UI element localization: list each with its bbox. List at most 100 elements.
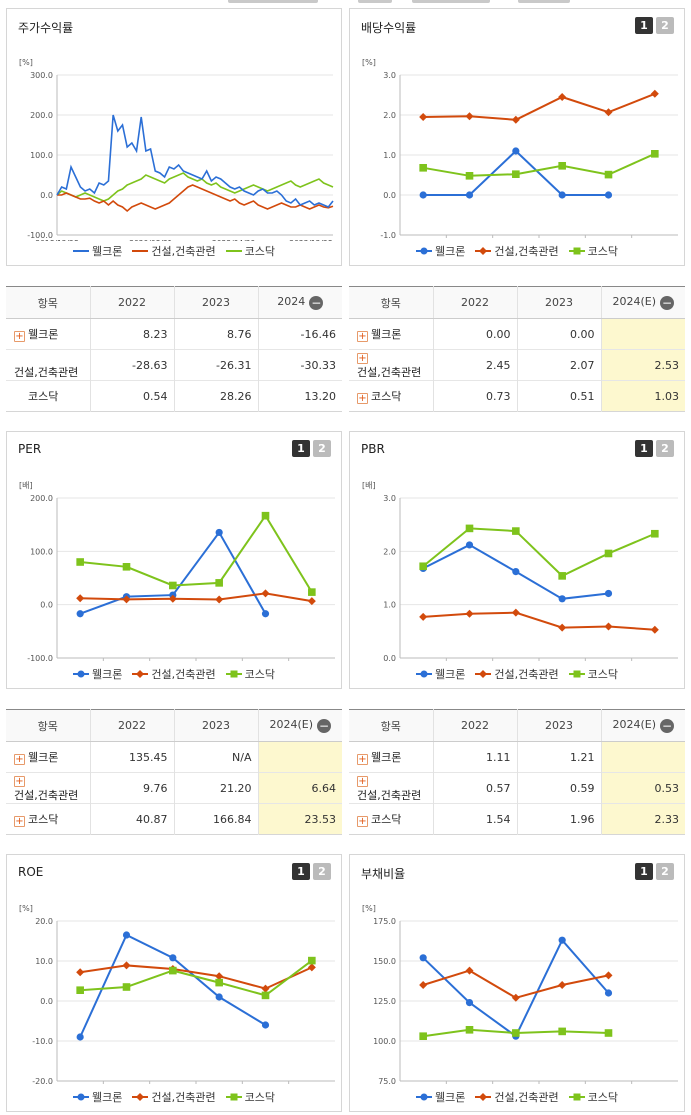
col-header-year: 2024(E) − [257,709,342,742]
col-header-year: 2022 [432,709,517,742]
data-point [604,191,613,199]
expand-icon[interactable]: + [357,331,368,342]
y-tick-label: 175.0 [373,917,396,926]
legend-label: 코스닥 [587,245,618,258]
y-tick-label: 200.0 [30,494,53,503]
table-cell: 1.21 [516,741,601,773]
collapse-icon[interactable]: − [317,719,332,733]
table-cell [257,741,342,773]
data-point [419,191,427,199]
table-cell: N/A [173,741,258,773]
series-line [422,938,610,1038]
collapse-icon[interactable]: − [660,719,675,733]
y-tick-label: -100.0 [27,654,53,663]
expand-icon[interactable]: + [357,353,368,364]
data-point [215,978,223,987]
col-header-year: 2024(E) − [600,709,685,742]
period-button-1[interactable]: 1 [635,440,653,457]
col-header-year: 2023 [516,709,601,742]
data-point [604,1029,613,1037]
pbr-chart: [배]3.02.01.00.0201920202021202220232024(… [362,481,678,663]
stock-return-panel: 주가수익률 [%] 300.0 200.0 100.0 0.0 -100.02018/12… [6,8,342,266]
expand-icon[interactable]: + [357,754,368,765]
table-row: + 코스닥 0.73 0.51 1.03 [349,380,685,412]
y-tick-label: -20.0 [32,1077,53,1086]
y-unit-label: [배] [19,481,33,490]
expand-icon[interactable]: + [357,816,368,827]
legend-label: 건설,건축관련 [494,1091,559,1104]
y-tick-label: 0.0 [40,997,53,1006]
period-button-2[interactable]: 2 [656,440,674,457]
col-header-year: 2023 [173,709,258,742]
table-cell: 135.45 [89,741,174,773]
row-label: + 웰크론 [6,741,90,773]
legend-construction: 건설,건축관련 [475,1089,559,1105]
period-button-1[interactable]: 1 [635,863,653,880]
period-button-2[interactable]: 2 [656,863,674,880]
debt-ratio-chart: [%]175.0150.0125.0100.075.02019202020212… [362,904,678,1086]
series-line [80,964,313,990]
table-row: + 웰크론 135.45 N/A [6,741,342,773]
legend-welkron: 웰크론 [416,1089,465,1105]
period-button-1[interactable]: 1 [292,440,310,457]
top-tab-stub [412,0,490,3]
data-point [419,113,428,121]
data-point [261,610,270,618]
panel-title: PER [18,442,42,456]
col-header-item: 항목 [6,709,90,742]
period-button-1[interactable]: 1 [292,863,310,880]
col-header-item: 항목 [349,286,433,319]
chart-legend: 웰크론 건설,건축관련 코스닥 [350,243,684,259]
period-button-2[interactable]: 2 [656,17,674,34]
y-tick-label: -10.0 [32,1037,53,1046]
collapse-icon[interactable]: − [309,296,324,310]
data-point [76,986,84,994]
data-point [169,581,177,590]
data-point [168,594,177,603]
period-button-1[interactable]: 1 [635,17,653,34]
collapse-icon[interactable]: − [660,296,675,310]
table-cell: 13.20 [257,380,342,412]
expand-icon[interactable]: + [14,331,25,342]
data-point [512,1029,520,1037]
table-cell: 2.45 [432,349,517,381]
data-point [651,150,659,158]
data-point [308,956,316,965]
stock-return-table: 항목 2022 2023 2024− + 웰크론 8.23 8.76 -16.46… [6,286,342,412]
x-tick-label: 2022/04/29 [212,239,255,241]
data-point [512,170,520,178]
table-cell: 1.11 [432,741,517,773]
y-tick-label: -1.0 [380,231,396,240]
data-point [558,162,566,170]
row-label: + 웰크론 [6,318,90,350]
period-toggle: 1 2 [635,440,674,457]
legend-label: 건설,건축관련 [494,245,559,258]
expand-icon[interactable]: + [14,776,25,787]
data-point [604,589,613,598]
data-point [215,528,223,537]
y-unit-label: [%] [19,904,33,913]
y-tick-label: 100.0 [30,547,53,556]
data-point [76,594,85,603]
data-point [604,170,613,179]
x-tick-label: 2023/12/28 [289,239,332,241]
expand-icon[interactable]: + [357,393,368,404]
data-point [307,963,316,972]
series-line [79,933,267,1038]
data-point [419,981,428,989]
data-point [215,595,224,604]
col-header-item: 항목 [6,286,90,319]
period-button-2[interactable]: 2 [313,440,331,457]
pbr-table: 항목 2022 2023 2024(E) − + 웰크론 1.11 1.21 +건설… [349,709,685,835]
table-cell: 0.54 [89,380,174,412]
expand-icon[interactable]: + [14,754,25,765]
period-button-2[interactable]: 2 [313,863,331,880]
legend-kosdaq: 코스닥 [568,1089,618,1105]
period-toggle: 1 2 [635,863,674,880]
data-point [558,623,567,632]
expand-icon[interactable]: + [14,816,25,827]
data-point [511,608,520,617]
col-header-year: 2022 [432,286,517,319]
expand-icon[interactable]: + [357,776,368,787]
y-tick-label: 2.0 [383,111,396,120]
